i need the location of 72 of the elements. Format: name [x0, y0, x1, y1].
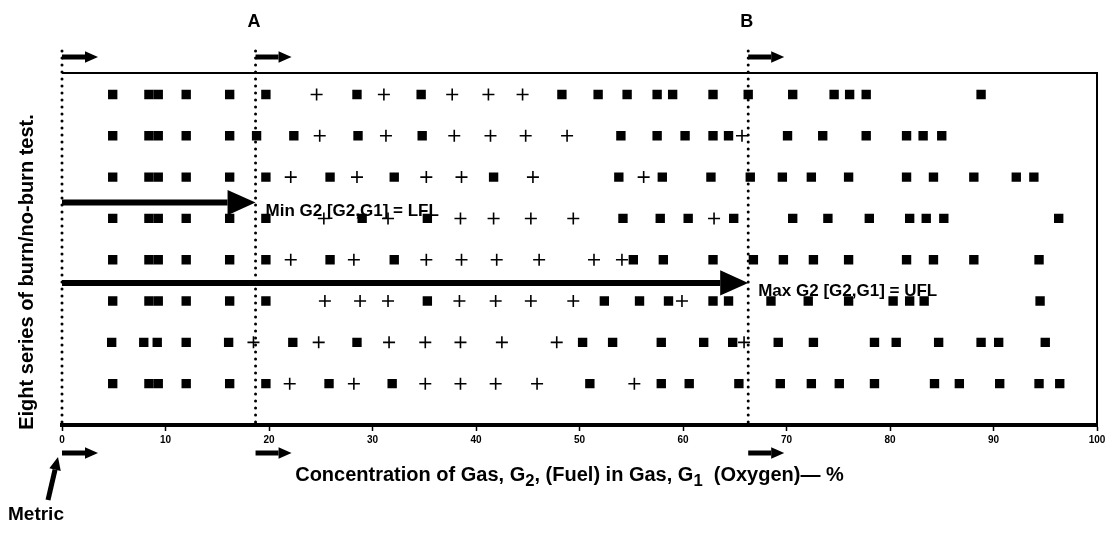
point	[518, 129, 533, 143]
text: Metric	[8, 503, 64, 525]
ref-line-label: B	[740, 11, 754, 32]
point	[481, 87, 496, 102]
point	[524, 211, 538, 226]
point	[737, 335, 751, 350]
point	[530, 376, 544, 391]
x-tick-label: 90	[987, 433, 1000, 445]
ref-line-label: A	[247, 11, 261, 32]
point	[615, 252, 629, 267]
x-axis-title: Concentration of Gas, G$_{2}$, (Fuel) in Gas, G$_{1}$ (Oxygen)— %	[295, 463, 844, 491]
point	[488, 294, 503, 308]
point	[489, 252, 504, 267]
point	[707, 211, 721, 226]
annotation: Min G2 [G2,G1] = LFL	[265, 200, 439, 221]
point	[454, 170, 469, 184]
point	[419, 252, 434, 267]
point	[675, 294, 689, 308]
point	[353, 294, 367, 308]
x-tick-label: 20	[263, 433, 275, 445]
point	[452, 294, 467, 308]
point	[735, 129, 749, 143]
point	[526, 170, 540, 184]
point	[566, 211, 581, 226]
x-tick-label: 50	[573, 433, 586, 445]
point	[636, 170, 651, 184]
point	[309, 87, 324, 102]
point	[532, 252, 546, 267]
point	[454, 252, 469, 267]
y-axis-title: Eight series of burn/no-burn test.	[14, 113, 38, 430]
point	[560, 129, 574, 143]
point	[312, 129, 327, 143]
point	[382, 335, 396, 350]
point	[627, 376, 642, 391]
x-tick-label: 10	[159, 433, 172, 445]
annotation: Max G2 [G2,G1] = UFL	[758, 280, 938, 301]
point	[418, 335, 433, 350]
point	[453, 211, 468, 226]
point	[453, 335, 468, 350]
point	[311, 335, 326, 350]
x-tick-label: 100	[1088, 433, 1106, 445]
point	[515, 87, 530, 102]
point	[347, 376, 361, 391]
point	[418, 376, 433, 391]
point	[381, 294, 395, 308]
point	[283, 170, 298, 184]
point	[377, 87, 391, 102]
point	[282, 376, 297, 391]
point	[566, 294, 581, 308]
point	[445, 87, 459, 102]
point	[347, 252, 361, 267]
x-tick-label: 70	[780, 433, 793, 445]
point	[246, 335, 261, 350]
point	[283, 252, 298, 267]
x-tick-label: 0	[59, 433, 66, 445]
point	[549, 335, 564, 350]
point	[447, 129, 462, 143]
x-tick-label: 60	[677, 433, 689, 445]
point	[495, 335, 509, 350]
point	[419, 170, 434, 184]
point	[488, 376, 503, 391]
point	[379, 129, 393, 143]
point	[587, 252, 601, 267]
x-tick-label: 40	[470, 433, 482, 445]
point	[486, 211, 501, 226]
point	[483, 129, 498, 143]
point	[453, 376, 468, 391]
point	[524, 294, 538, 308]
point	[318, 294, 332, 308]
x-tick-label: 80	[884, 433, 896, 445]
x-tick-label: 30	[366, 433, 379, 445]
point	[350, 170, 364, 184]
